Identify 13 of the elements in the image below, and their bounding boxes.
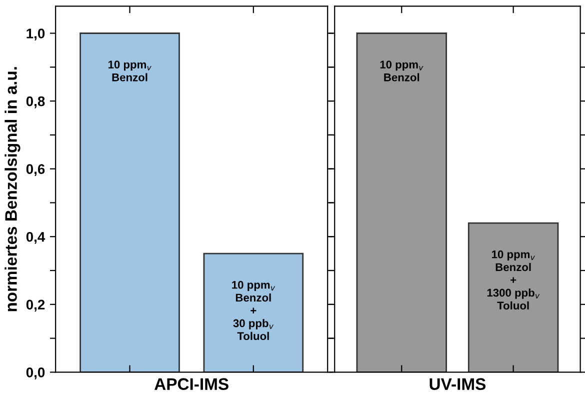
y-tick-label: 0,2 [26, 300, 45, 312]
y-tick-label: 0,6 [26, 164, 45, 176]
y-tick-label: 0,0 [26, 368, 45, 380]
x-axis-title: APCI-IMS [154, 378, 228, 390]
annotation: 10 ppm$_{v}$ Benzol [108, 60, 152, 82]
y-tick-label: 0,4 [26, 232, 46, 244]
x-axis-title: UV-IMS [430, 378, 486, 390]
y-tick-label: 0,8 [26, 96, 45, 108]
annotation: 10 ppm$_{v}$ Benzol + 1300 ppb$_{v}$ Toluol [487, 250, 540, 310]
annotation: 10 ppm$_{v}$ Benzol + 30 ppb$_{v}$ Toluol [232, 280, 276, 340]
y-tick-label: 1,0 [26, 28, 45, 40]
y-axis-title: normiertes Benzolsignal in a.u. [4, 67, 20, 312]
annotation: 10 ppm$_{v}$ Benzol [380, 60, 424, 82]
